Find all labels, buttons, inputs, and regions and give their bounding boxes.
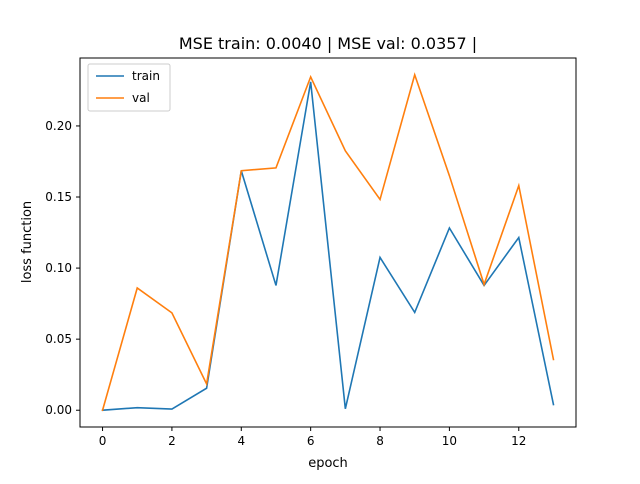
y-tick-label: 0.20 — [45, 119, 72, 133]
x-axis-label: epoch — [308, 456, 348, 471]
x-tick-label: 6 — [307, 434, 315, 448]
series-line-val — [101, 72, 555, 412]
chart-title: MSE train: 0.0040 | MSE val: 0.0357 | — [179, 34, 477, 53]
x-tick-label: 2 — [168, 434, 176, 448]
x-tick-label: 10 — [442, 434, 457, 448]
legend-label-val: val — [132, 91, 150, 105]
y-tick-label: 0.10 — [45, 261, 72, 275]
y-tick-label: 0.15 — [45, 190, 72, 204]
x-tick-label: 0 — [99, 434, 107, 448]
x-tick-label: 4 — [237, 434, 245, 448]
y-axis-ticks: 0.00 0.05 0.10 0.15 0.20 — [45, 119, 80, 417]
legend-label-train: train — [132, 69, 160, 83]
x-tick-label: 12 — [511, 434, 526, 448]
y-tick-label: 0.00 — [45, 403, 72, 417]
y-axis-label: loss function — [20, 201, 35, 283]
x-axis-ticks: 0 2 4 6 8 10 12 — [99, 427, 526, 448]
series-line-train — [101, 81, 555, 412]
plot-frame — [79, 57, 577, 428]
legend: train val — [87, 63, 171, 112]
y-tick-label: 0.05 — [45, 332, 72, 346]
series-layer — [101, 72, 555, 412]
x-tick-label: 8 — [376, 434, 384, 448]
